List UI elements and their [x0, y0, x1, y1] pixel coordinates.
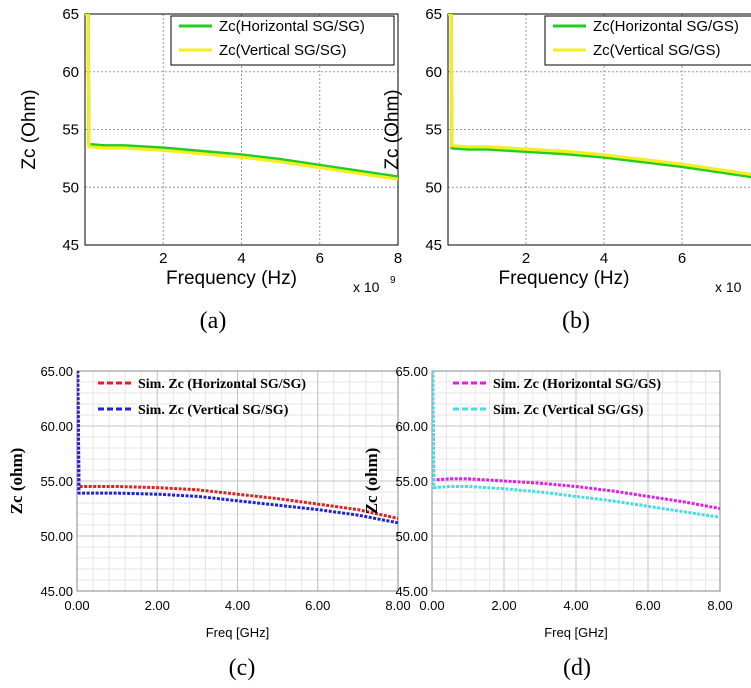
plot-frame: [76, 370, 399, 592]
plot-frame: [431, 370, 721, 592]
x-tick-label: 6: [316, 250, 324, 267]
x-tick-label: 0.00: [64, 598, 89, 613]
legend-entry: Zc(Horizontal SG/SG): [219, 18, 365, 35]
y-axis-label: Zc (Ohm): [382, 89, 403, 169]
y-tick-label: 45.00: [395, 584, 428, 599]
caption-d: (d): [563, 655, 591, 681]
y-axis-label: Zc (ohm): [362, 448, 381, 515]
y-tick-label: 50: [62, 179, 79, 196]
y-tick-label: 65: [425, 6, 442, 23]
x-tick-label: 4.00: [563, 598, 588, 613]
series-group: [77, 371, 398, 525]
legend-entry: Zc(Vertical SG/GS): [593, 42, 721, 59]
series-group: [432, 371, 720, 519]
x-tick-label: 8: [394, 250, 402, 267]
x-tick-label: 2.00: [491, 598, 516, 613]
y-tick-label: 65.00: [40, 364, 73, 379]
legend-entry: Zc(Horizontal SG/GS): [593, 18, 739, 35]
y-axis-label: Zc (Ohm): [19, 89, 40, 169]
x-tick-label: 6: [678, 250, 686, 267]
series-line: [448, 14, 751, 176]
caption-c: (c): [229, 655, 256, 681]
chart-b: 2 4 6 45 50 55 60 65 Frequency (Hz) Zc (Ohm) x 10 9…: [382, 6, 751, 295]
caption-b: (b): [562, 308, 590, 334]
y-tick-label: 65: [62, 6, 79, 23]
plot-frame: [447, 13, 751, 246]
legend-box: [544, 15, 751, 66]
y-tick-label: 45: [425, 237, 442, 254]
x-tick-label: 2.00: [145, 598, 170, 613]
x-tick-label: 4: [237, 250, 245, 267]
legend-entry: Sim. Zc (Vertical SG/GS): [493, 403, 644, 418]
legend-entry: Sim. Zc (Horizontal SG/GS): [493, 377, 661, 392]
caption-a: (a): [200, 308, 227, 334]
x-tick-label: 6.00: [305, 598, 330, 613]
y-tick-label: 60.00: [40, 419, 73, 434]
x-tick-label: 2: [522, 250, 530, 267]
x-axis-label: Frequency (Hz): [499, 268, 630, 289]
x-tick-label: 0.00: [419, 598, 444, 613]
series-line: [77, 371, 398, 525]
y-tick-label: 45: [62, 237, 79, 254]
series-group: [85, 14, 398, 181]
legend-entry: Sim. Zc (Vertical SG/SG): [138, 403, 289, 418]
y-tick-label: 50.00: [40, 529, 73, 544]
y-tick-label: 55.00: [395, 474, 428, 489]
x-tick-label: 8.00: [707, 598, 732, 613]
y-tick-label: 55: [62, 122, 79, 139]
plot-frame: [84, 13, 399, 246]
x-tick-label: 4: [600, 250, 608, 267]
x-axis-label: Freq [GHz]: [544, 625, 608, 640]
y-tick-label: 50.00: [395, 529, 428, 544]
x-multiplier-label: x 10: [715, 279, 742, 295]
x-tick-label: 4.00: [225, 598, 250, 613]
legend-box: [170, 15, 395, 66]
legend-entry: Sim. Zc (Horizontal SG/SG): [138, 377, 306, 392]
y-tick-label: 55: [425, 122, 442, 139]
y-axis-label: Zc (ohm): [7, 448, 26, 515]
x-tick-label: 8.00: [385, 598, 410, 613]
x-axis-label: Freq [GHz]: [206, 625, 270, 640]
legend-entry: Zc(Vertical SG/SG): [219, 42, 347, 59]
y-tick-label: 45.00: [40, 584, 73, 599]
y-tick-label: 50: [425, 179, 442, 196]
y-tick-label: 55.00: [40, 474, 73, 489]
x-axis-label: Frequency (Hz): [166, 268, 297, 289]
series-line: [432, 371, 720, 519]
y-tick-label: 60: [62, 64, 79, 81]
x-tick-label: 2: [159, 250, 167, 267]
x-tick-label: 6.00: [635, 598, 660, 613]
y-tick-label: 65.00: [395, 364, 428, 379]
y-tick-label: 60: [425, 64, 442, 81]
x-multiplier-label: x 10: [353, 279, 380, 295]
chart-c: 0.00 2.00 4.00 6.00 8.00 45.00 50.00 55.00 60.00…: [7, 364, 411, 640]
series-line: [85, 14, 398, 181]
series-group: [448, 14, 751, 179]
chart-d: 0.00 2.00 4.00 6.00 8.0045.0050.0055.0060.00…: [362, 364, 733, 640]
x-multiplier-exponent: 9: [390, 275, 396, 286]
y-tick-label: 60.00: [395, 419, 428, 434]
chart-a: 2 4 6 8 45 50 55 60 65 Frequency (Hz) Zc (Ohm) x 10…: [19, 6, 402, 295]
